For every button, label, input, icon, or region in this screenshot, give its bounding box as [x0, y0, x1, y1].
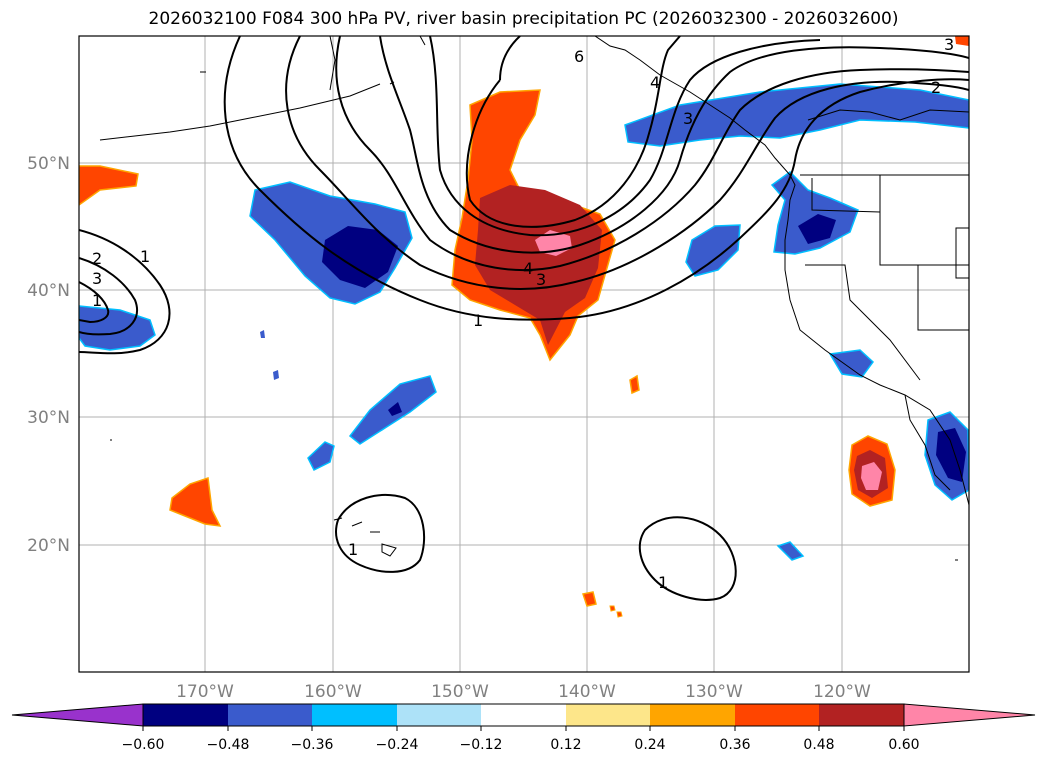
- neg-area-california: [828, 349, 875, 378]
- contour-label: 3: [536, 270, 546, 289]
- colorbar-extend-low: [11, 703, 144, 727]
- precip-shading: [79, 36, 969, 618]
- pos-peak-mexico: [861, 462, 882, 490]
- contour-east-south: [638, 516, 737, 601]
- neg-dot-1: [260, 330, 265, 338]
- map-frame: [78, 35, 970, 673]
- neg-area-south: [776, 541, 805, 561]
- lon-label: 140°W: [558, 682, 616, 702]
- coastlines: [99, 36, 969, 561]
- pos-area-west-edge: [79, 165, 139, 206]
- contour-label: 4: [650, 73, 660, 92]
- pv-contours: [79, 36, 969, 601]
- colorbar-tick-label: −0.12: [460, 737, 503, 753]
- colorbar-segment: [566, 704, 650, 726]
- longitude-labels: 170°W 160°W 150°W 140°W 130°W 120°W: [176, 682, 871, 702]
- colorbar-segment: [312, 704, 397, 726]
- contour-west-b: [79, 257, 138, 336]
- neg-dot-2: [273, 370, 279, 380]
- latitude-labels: 50°N 40°N 30°N 20°N: [27, 154, 70, 556]
- colorbar-segment: [397, 704, 481, 726]
- colorbar-extend-high: [903, 703, 1036, 727]
- map-area: 6 2 3 4 3 1 2 3 1 1 1 1 4 3: [79, 35, 969, 672]
- lat-label: 20°N: [27, 536, 70, 556]
- contour-label: 1: [473, 311, 483, 330]
- contour-label: 1: [348, 540, 358, 559]
- neg-area-small-west: [307, 441, 335, 472]
- colorbar-segment: [735, 704, 819, 726]
- contour-6: [465, 36, 681, 228]
- colorbar-segment: [819, 704, 904, 726]
- lat-label: 30°N: [27, 408, 70, 428]
- colorbar-segment: [650, 704, 735, 726]
- neg-area-oregon: [770, 171, 859, 255]
- lon-label: 170°W: [176, 682, 234, 702]
- contour-labels: 6 2 3 4 3 1 2 3 1 1 1 1 4 3: [92, 35, 954, 592]
- contour-label: 3: [944, 35, 954, 54]
- contour-label: 3: [683, 109, 693, 128]
- contour-label: 6: [574, 47, 584, 66]
- colorbar-tick-label: −0.48: [207, 737, 250, 753]
- colorbar: −0.60 −0.48 −0.36 −0.24 −0.12 0.12 0.24 …: [11, 703, 1036, 753]
- contour-west-a: [79, 229, 171, 355]
- pos-area-dot-d: [616, 611, 623, 618]
- lon-label: 150°W: [431, 682, 489, 702]
- colorbar-segment: [481, 704, 566, 726]
- contour-label: 1: [92, 291, 102, 310]
- neg-core-mexico: [936, 428, 966, 482]
- colorbar-tick-label: 0.60: [888, 737, 919, 753]
- pos-area-dot-b: [582, 591, 597, 607]
- colorbar-tick-label: 0.36: [719, 737, 750, 753]
- contour-3: [335, 36, 969, 271]
- lon-label: 120°W: [813, 682, 871, 702]
- neg-core-central: [322, 226, 398, 288]
- pos-area-west-small: [169, 476, 222, 527]
- colorbar-tick-label: 0.12: [550, 737, 581, 753]
- colorbar-tick-label: −0.60: [122, 737, 165, 753]
- contour-hawaii: [335, 494, 426, 573]
- contour-label: 2: [92, 249, 102, 268]
- colorbar-tick-label: 0.48: [803, 737, 834, 753]
- lon-label: 130°W: [685, 682, 743, 702]
- neg-area-gulf: [624, 83, 969, 147]
- pos-area-dot-c: [609, 605, 616, 612]
- contour-6b: [499, 36, 521, 81]
- contour-label: 2: [931, 78, 941, 97]
- colorbar-segment: [143, 704, 228, 726]
- figure-title: 2026032100 F084 300 hPa PV, river basin …: [148, 9, 899, 29]
- contour-label: 1: [140, 247, 150, 266]
- contour-1-large: [223, 36, 969, 321]
- colorbar-tick-label: −0.24: [376, 737, 419, 753]
- lon-label: 160°W: [304, 682, 362, 702]
- colorbar-segment: [228, 704, 312, 726]
- neg-area-mid: [685, 224, 741, 277]
- contour-4: [379, 36, 969, 254]
- colorbar-tick-label: 0.24: [634, 737, 665, 753]
- neg-area-west-edge: [79, 305, 156, 351]
- lat-label: 40°N: [27, 281, 70, 301]
- contour-2: [285, 36, 969, 290]
- contour-5: [429, 36, 821, 237]
- pos-area-corner: [955, 36, 969, 46]
- contour-west-c: [79, 281, 110, 324]
- contour-label: 4: [523, 259, 533, 278]
- pos-area-dot-a: [629, 374, 640, 395]
- colorbar-tick-label: −0.36: [291, 737, 334, 753]
- neg-core-hawaii-ne: [388, 402, 402, 416]
- neg-core-oregon: [798, 214, 836, 244]
- contour-label: 1: [658, 573, 668, 592]
- colorbar-frame: [142, 703, 905, 727]
- lat-label: 50°N: [27, 154, 70, 174]
- contour-label: 3: [92, 269, 102, 288]
